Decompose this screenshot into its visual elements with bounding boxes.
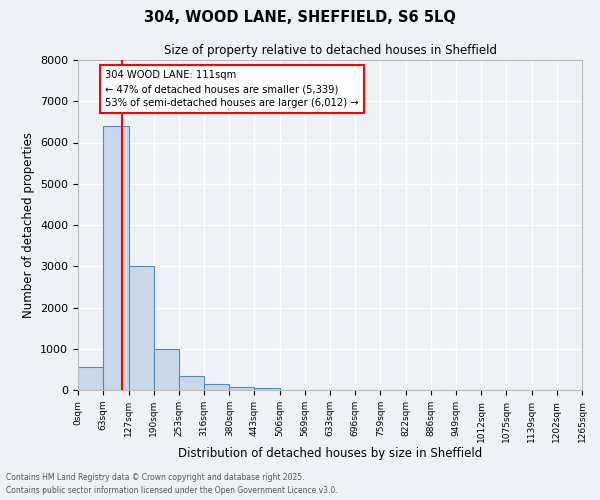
Bar [78, 368, 103, 390]
Bar [229, 386, 254, 390]
Text: Contains HM Land Registry data © Crown copyright and database right 2025.
Contai: Contains HM Land Registry data © Crown c… [6, 474, 338, 495]
Bar [154, 349, 179, 390]
Title: Size of property relative to detached houses in Sheffield: Size of property relative to detached ho… [163, 44, 497, 58]
Bar [204, 384, 229, 390]
Bar [128, 266, 154, 390]
Text: 304, WOOD LANE, SHEFFIELD, S6 5LQ: 304, WOOD LANE, SHEFFIELD, S6 5LQ [144, 10, 456, 25]
Text: 304 WOOD LANE: 111sqm
← 47% of detached houses are smaller (5,339)
53% of semi-d: 304 WOOD LANE: 111sqm ← 47% of detached … [105, 70, 359, 108]
X-axis label: Distribution of detached houses by size in Sheffield: Distribution of detached houses by size … [178, 448, 482, 460]
Bar [103, 126, 128, 390]
Y-axis label: Number of detached properties: Number of detached properties [22, 132, 35, 318]
Bar [254, 388, 280, 390]
Bar [179, 376, 204, 390]
